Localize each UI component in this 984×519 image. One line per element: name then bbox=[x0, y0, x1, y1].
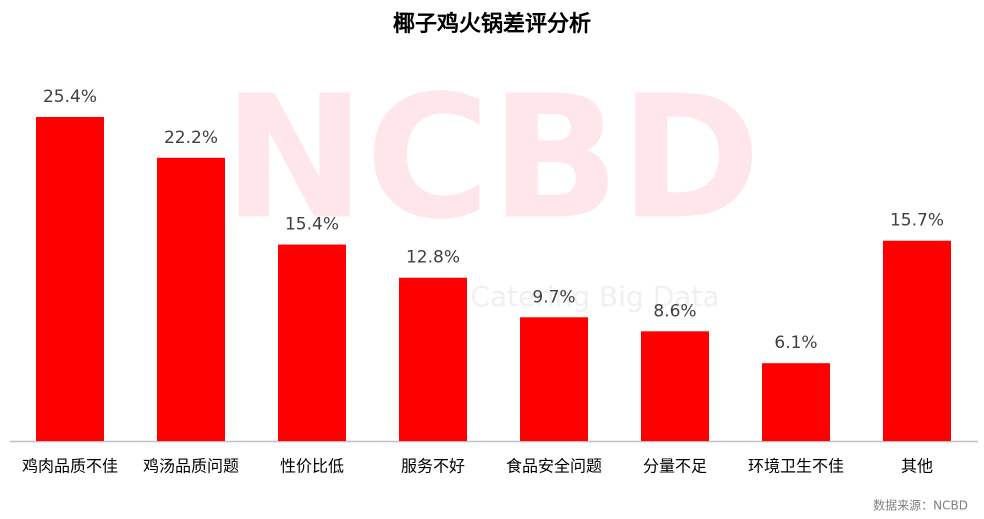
x-tick-label: 服务不好 bbox=[401, 457, 465, 476]
x-tick-label: 性价比低 bbox=[280, 457, 344, 476]
chart-title: 椰子鸡火锅差评分析 bbox=[393, 11, 591, 37]
x-tick-label: 鸡肉品质不佳 bbox=[22, 457, 118, 476]
value-label: 22.2% bbox=[164, 128, 218, 148]
value-label: 8.6% bbox=[653, 301, 696, 321]
bar bbox=[278, 244, 346, 441]
watermark-sub: Catering Big Data bbox=[470, 280, 719, 313]
value-label: 6.1% bbox=[774, 333, 817, 353]
bar bbox=[641, 331, 709, 441]
value-label: 15.4% bbox=[285, 215, 339, 235]
source: 数据来源：NCBD bbox=[873, 498, 968, 513]
bar bbox=[762, 363, 830, 441]
bar bbox=[883, 240, 951, 441]
x-tick-label: 鸡汤品质问题 bbox=[143, 457, 239, 476]
x-tick-label: 食品安全问题 bbox=[506, 457, 602, 476]
value-label: 9.7% bbox=[532, 287, 575, 307]
bar bbox=[36, 117, 104, 441]
bar bbox=[157, 157, 225, 441]
x-tick-label: 环境卫生不佳 bbox=[748, 457, 844, 476]
value-label: 12.8% bbox=[406, 248, 460, 268]
watermark: NCBD bbox=[223, 59, 761, 257]
bar bbox=[399, 277, 467, 441]
value-label: 25.4% bbox=[43, 87, 97, 107]
x-tick-label: 其他 bbox=[901, 457, 933, 476]
bar bbox=[520, 317, 588, 441]
value-label: 15.7% bbox=[890, 211, 944, 231]
x-tick-label: 分量不足 bbox=[643, 457, 707, 476]
